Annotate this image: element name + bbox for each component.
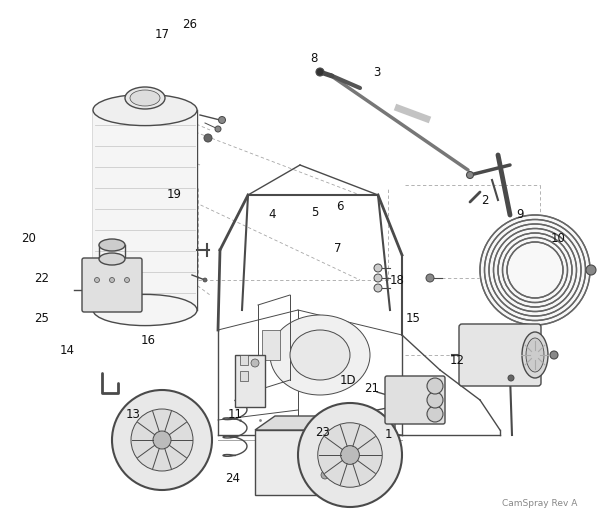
Ellipse shape (125, 87, 165, 109)
FancyBboxPatch shape (385, 376, 445, 424)
Ellipse shape (130, 90, 160, 106)
Circle shape (215, 126, 221, 132)
Bar (255, 430, 375, 495)
Circle shape (479, 214, 591, 326)
Ellipse shape (99, 253, 125, 265)
Circle shape (550, 351, 558, 359)
Bar (240, 371, 248, 381)
Text: 21: 21 (365, 381, 380, 394)
Ellipse shape (290, 330, 350, 380)
Text: 8: 8 (310, 52, 317, 65)
Circle shape (586, 265, 596, 275)
Circle shape (112, 390, 212, 490)
Circle shape (131, 409, 193, 471)
Circle shape (467, 171, 473, 179)
Text: 6: 6 (336, 201, 344, 214)
Circle shape (316, 68, 324, 76)
Circle shape (298, 403, 402, 507)
Text: CamSpray Rev A: CamSpray Rev A (502, 499, 577, 507)
Circle shape (341, 445, 359, 464)
FancyBboxPatch shape (459, 324, 541, 386)
Circle shape (125, 278, 130, 282)
Circle shape (95, 278, 100, 282)
Text: 13: 13 (125, 408, 140, 421)
Ellipse shape (270, 315, 370, 395)
Circle shape (218, 117, 226, 123)
Text: 19: 19 (167, 189, 182, 202)
Circle shape (374, 264, 382, 272)
Text: 7: 7 (334, 242, 342, 254)
Circle shape (153, 431, 171, 449)
Text: 4: 4 (268, 208, 276, 221)
Text: 22: 22 (35, 271, 49, 284)
Circle shape (321, 471, 329, 479)
Circle shape (427, 406, 443, 422)
Circle shape (427, 392, 443, 408)
Bar (262, 330, 280, 360)
FancyBboxPatch shape (93, 110, 197, 310)
Text: 1: 1 (384, 428, 392, 441)
Text: 3: 3 (373, 66, 380, 79)
Text: 18: 18 (389, 274, 404, 287)
Bar (240, 355, 248, 365)
Text: 23: 23 (316, 426, 331, 439)
FancyBboxPatch shape (82, 258, 142, 312)
Ellipse shape (526, 338, 544, 372)
Text: 14: 14 (59, 343, 74, 356)
Ellipse shape (99, 239, 125, 251)
Circle shape (251, 359, 259, 367)
Circle shape (374, 284, 382, 292)
Text: 16: 16 (140, 333, 155, 346)
Text: 17: 17 (155, 29, 170, 42)
Text: 9: 9 (516, 208, 524, 221)
Polygon shape (375, 416, 395, 495)
Bar (235, 355, 265, 407)
Text: 2: 2 (481, 193, 489, 206)
Text: 25: 25 (35, 312, 49, 325)
Ellipse shape (522, 332, 548, 378)
Text: 11: 11 (227, 408, 242, 421)
Circle shape (110, 278, 115, 282)
Circle shape (374, 274, 382, 282)
Circle shape (203, 278, 207, 282)
Ellipse shape (93, 94, 197, 126)
Polygon shape (255, 416, 395, 430)
Text: 1D: 1D (340, 374, 356, 387)
Text: 20: 20 (22, 231, 37, 244)
Text: 24: 24 (226, 472, 241, 485)
Text: 26: 26 (182, 19, 197, 31)
Circle shape (318, 423, 382, 487)
Circle shape (204, 134, 212, 142)
Circle shape (426, 274, 434, 282)
Text: 12: 12 (449, 354, 464, 366)
Text: 15: 15 (406, 312, 421, 325)
Text: 10: 10 (551, 231, 565, 244)
Text: 5: 5 (311, 205, 319, 218)
Circle shape (427, 378, 443, 394)
Circle shape (508, 375, 514, 381)
Ellipse shape (93, 294, 197, 326)
